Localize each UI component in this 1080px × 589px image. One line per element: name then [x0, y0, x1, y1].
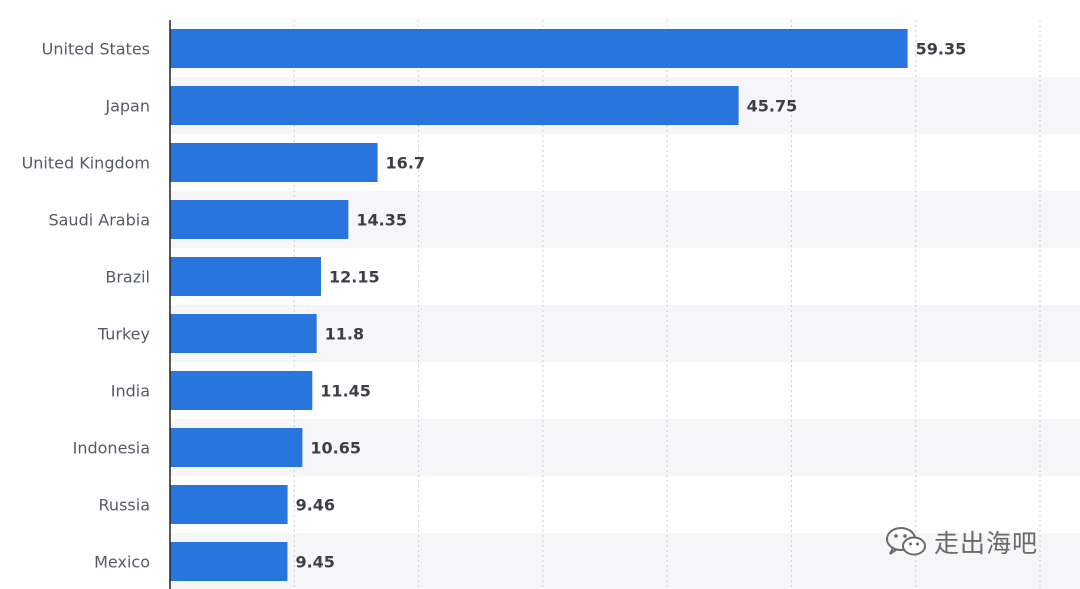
bar [170, 200, 349, 239]
bar [170, 314, 317, 353]
bar [170, 29, 908, 68]
category-label: Indonesia [73, 439, 150, 458]
wechat-icon [886, 527, 926, 556]
category-label: United States [42, 40, 150, 59]
row-stripe [170, 305, 1080, 362]
value-label: 11.8 [325, 325, 364, 344]
value-label: 11.45 [320, 382, 371, 401]
value-label: 45.75 [747, 97, 798, 116]
bar [170, 428, 303, 467]
category-label: Mexico [94, 553, 150, 572]
category-label: United Kingdom [22, 154, 150, 173]
row-stripe [170, 419, 1080, 476]
bar [170, 86, 739, 125]
bar [170, 371, 313, 410]
value-label: 59.35 [916, 40, 967, 59]
value-label: 16.7 [386, 154, 425, 173]
value-label: 9.46 [296, 496, 335, 515]
bar [170, 257, 322, 296]
category-label: Japan [104, 97, 150, 116]
row-stripe [170, 533, 1080, 589]
value-label: 14.35 [356, 211, 407, 230]
category-label: Turkey [97, 325, 150, 344]
watermark: 走出海吧 [884, 524, 1038, 560]
category-label: India [111, 382, 150, 401]
category-label: Saudi Arabia [48, 211, 150, 230]
category-label: Russia [99, 496, 150, 515]
bar [170, 485, 288, 524]
value-label: 9.45 [295, 553, 334, 572]
value-label: 10.65 [310, 439, 361, 458]
bar [170, 143, 378, 182]
category-label: Brazil [105, 268, 150, 287]
value-label: 12.15 [329, 268, 380, 287]
bar [170, 542, 288, 581]
watermark-text: 走出海吧 [934, 529, 1039, 558]
